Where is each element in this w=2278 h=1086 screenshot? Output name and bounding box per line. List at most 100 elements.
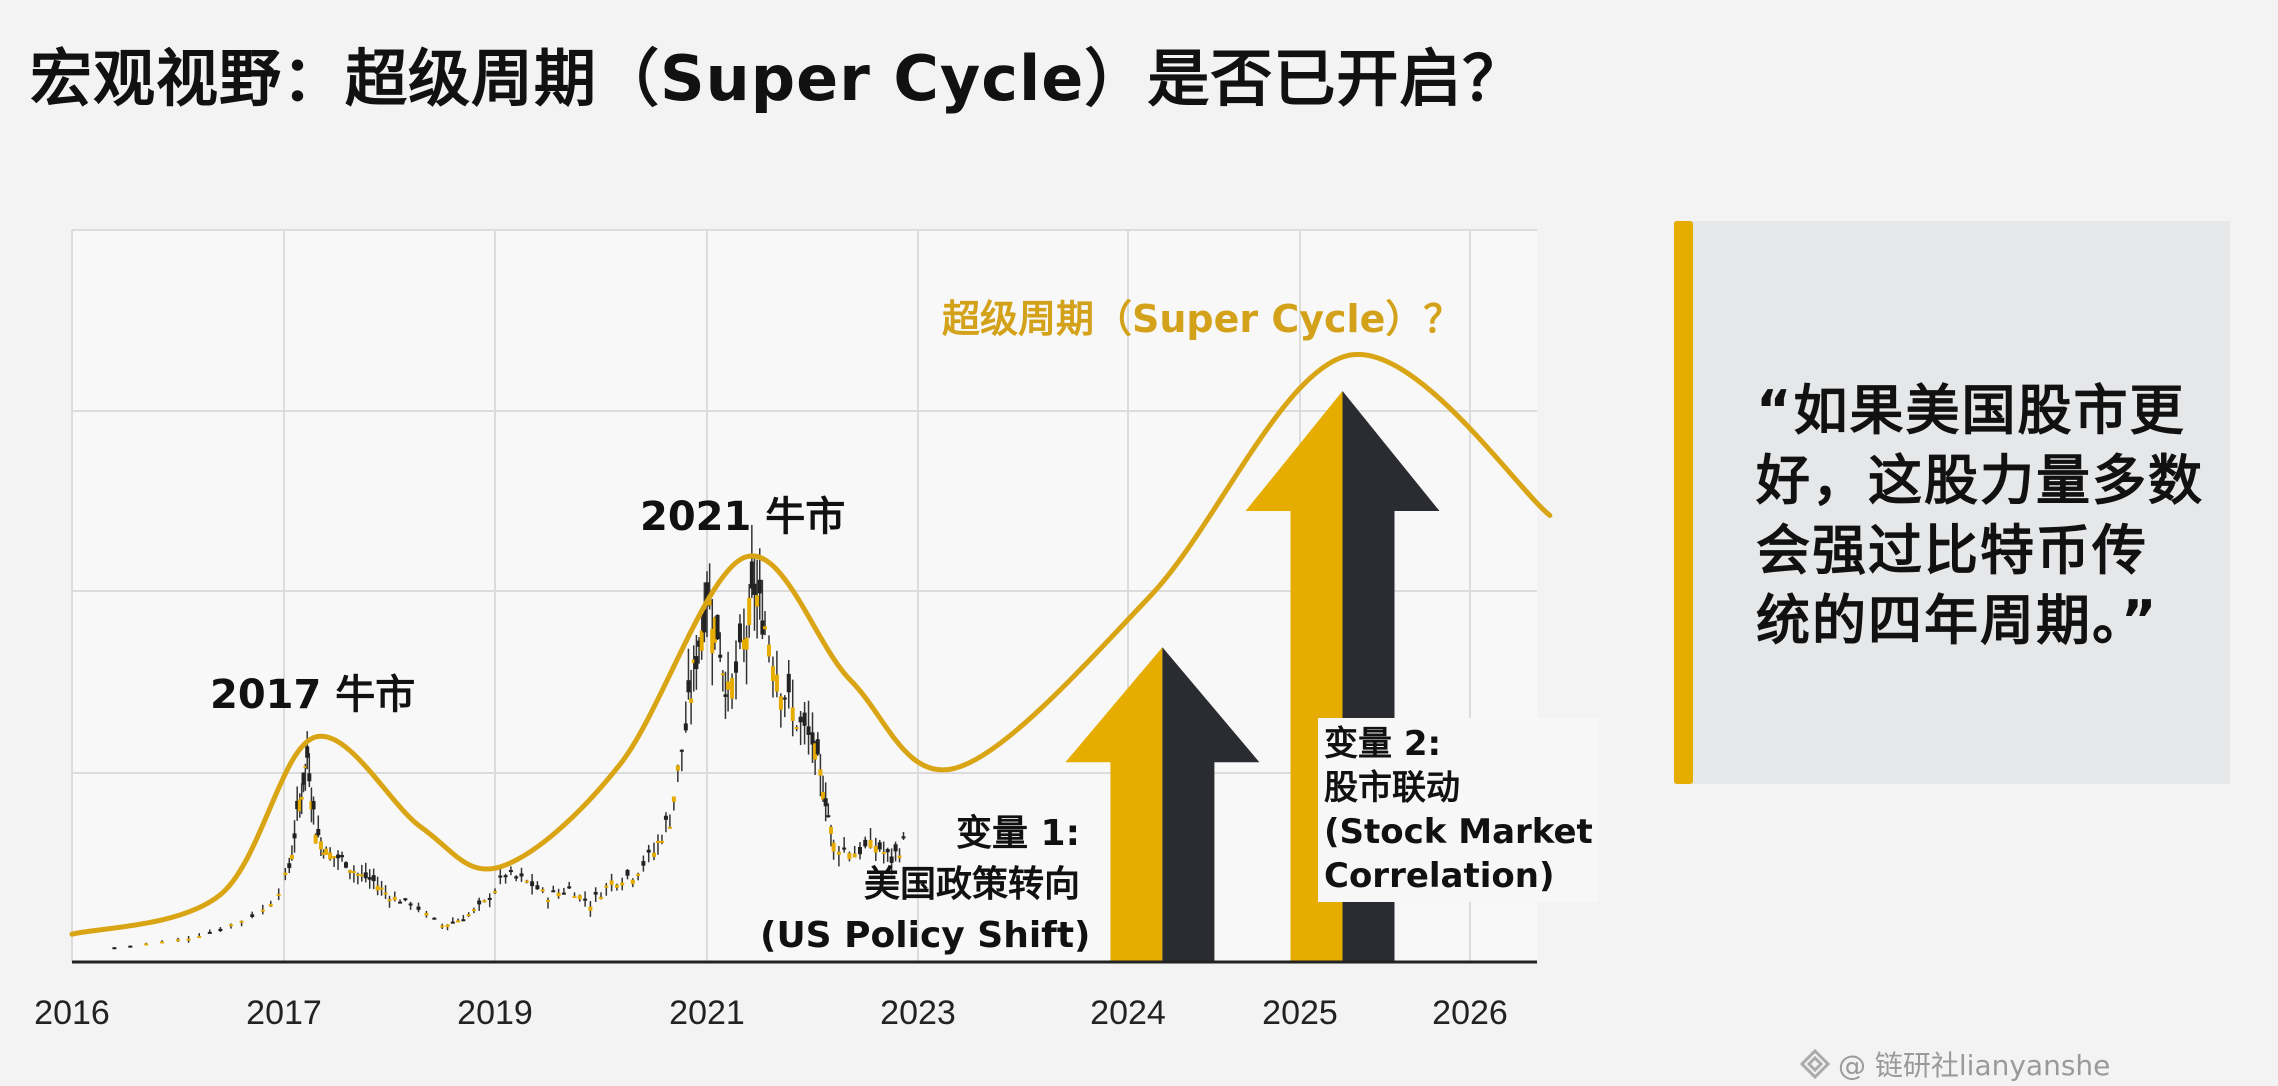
x-tick-label: 2026: [1432, 994, 1508, 1032]
candle: [355, 873, 360, 876]
x-tick-label: 2019: [457, 994, 533, 1032]
candle: [710, 628, 715, 654]
candle: [881, 852, 886, 855]
candle: [863, 839, 868, 847]
candle: [604, 885, 609, 888]
quote-line: “如果美国股市更: [1756, 379, 2186, 442]
x-tick-label: 2025: [1262, 994, 1338, 1032]
candle: [519, 873, 524, 877]
candle: [705, 582, 709, 607]
candle: [551, 890, 556, 893]
candle: [588, 906, 593, 911]
candle: [276, 893, 281, 896]
candle: [715, 614, 720, 640]
candle: [730, 677, 735, 699]
candle: [813, 743, 818, 760]
candle: [702, 608, 707, 633]
candle: [250, 914, 255, 917]
candle: [343, 862, 348, 868]
candle: [283, 872, 288, 875]
candle: [301, 772, 306, 785]
candle: [450, 921, 455, 924]
candle: [311, 800, 316, 810]
candle: [798, 716, 803, 723]
candle: [375, 885, 380, 891]
candle: [535, 885, 540, 890]
candle: [207, 931, 212, 934]
quote-line: 统的四年周期。”: [1756, 589, 2159, 652]
candle: [794, 727, 799, 730]
candle: [379, 887, 384, 890]
candle: [493, 891, 497, 894]
candle: [755, 595, 760, 607]
candle: [524, 880, 529, 883]
candle: [663, 815, 668, 820]
candle: [836, 851, 841, 855]
candle: [726, 681, 731, 690]
candle: [823, 798, 828, 807]
candle: [561, 892, 566, 895]
candle: [901, 836, 906, 839]
var1-line: 变量 1:: [956, 813, 1080, 854]
candle: [620, 882, 625, 886]
candle: [686, 680, 691, 693]
candle: [810, 732, 815, 745]
annotation-super-cycle: 超级周期（Super Cycle）？: [942, 297, 1462, 341]
candle: [806, 726, 811, 735]
candle: [757, 579, 762, 594]
candle: [351, 871, 356, 874]
candle: [868, 840, 873, 848]
var2-line: (Stock Market: [1324, 812, 1593, 852]
candle: [689, 698, 694, 703]
candle: [720, 673, 725, 676]
candle: [763, 626, 768, 630]
candle: [508, 870, 513, 873]
candle: [786, 673, 791, 693]
candle: [309, 801, 314, 810]
candle: [747, 597, 752, 626]
candle: [818, 769, 823, 776]
candle: [737, 623, 742, 643]
candle: [778, 696, 783, 710]
candle: [831, 842, 836, 852]
candle: [885, 849, 890, 853]
candle: [347, 870, 352, 873]
candle: [667, 826, 672, 829]
candle: [707, 599, 712, 606]
candle: [889, 856, 894, 863]
candle: [160, 941, 165, 944]
candle: [332, 856, 337, 859]
candle: [636, 873, 641, 877]
candle: [324, 848, 329, 855]
candle: [752, 583, 757, 595]
cycle-curve: [69, 351, 1553, 937]
candle: [659, 840, 664, 843]
candle: [842, 847, 847, 850]
candle: [718, 654, 723, 658]
candle: [289, 854, 294, 860]
candle: [321, 852, 326, 855]
candle: [897, 855, 902, 859]
var2-line: 变量 2:: [1324, 724, 1442, 764]
quote-line: 好，这股力量多数: [1756, 449, 2204, 512]
var1-line: (US Policy Shift): [760, 915, 1091, 956]
candle: [655, 841, 660, 844]
candle: [416, 906, 421, 910]
candle: [593, 892, 598, 895]
candle: [359, 874, 364, 877]
candle: [691, 659, 696, 664]
candle: [572, 895, 577, 898]
var2-line: 股市联动: [1324, 768, 1460, 808]
candle: [144, 943, 149, 946]
var2-line: Correlation): [1324, 856, 1555, 896]
var1-line: 美国政策转向: [863, 864, 1080, 905]
candle: [723, 694, 728, 697]
candle: [367, 877, 372, 880]
candle: [440, 925, 445, 928]
candle: [760, 620, 765, 635]
candle: [392, 896, 397, 901]
candle: [614, 884, 619, 888]
candle: [260, 909, 265, 912]
candle: [466, 914, 471, 917]
accent-bar: [1674, 221, 1693, 784]
